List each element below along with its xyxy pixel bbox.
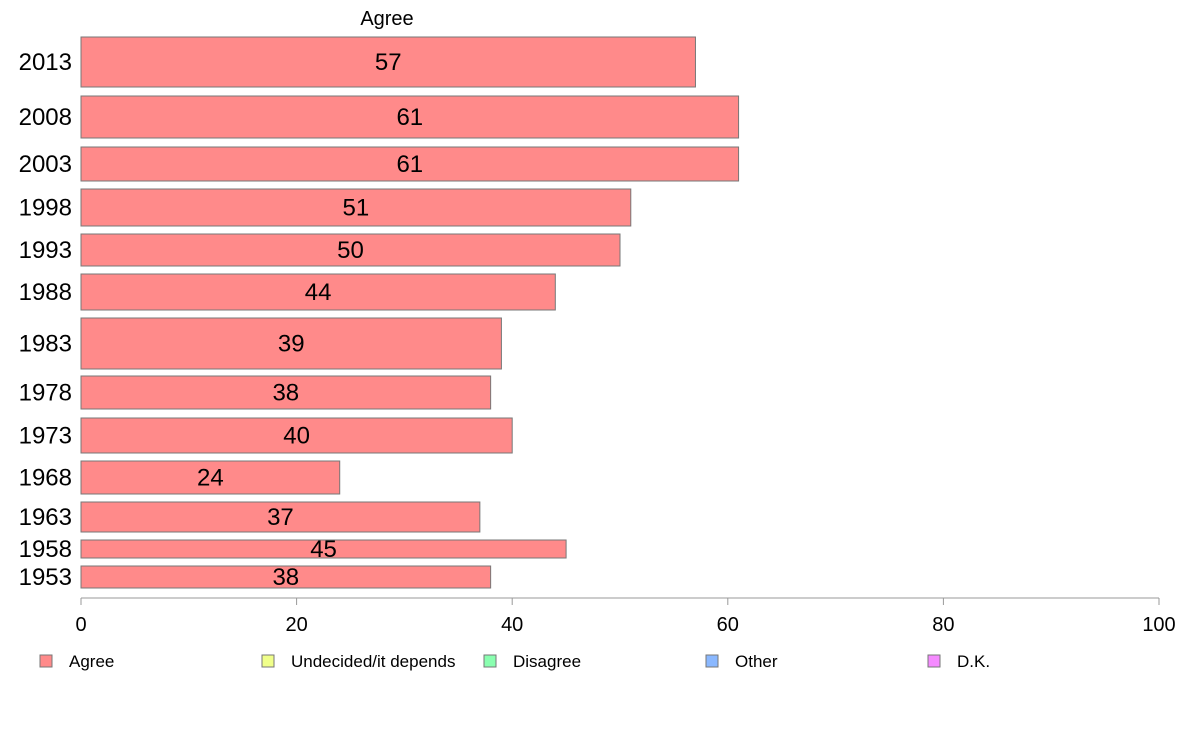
bar-1953	[80, 565, 492, 589]
bar-value-label-1983: 39	[278, 331, 305, 358]
legend-swatch-0	[39, 654, 53, 668]
category-label-2008: 2008	[19, 104, 72, 131]
category-label-1998: 1998	[19, 195, 72, 222]
category-label-2013: 2013	[19, 49, 72, 76]
bar-value-label-2013: 57	[375, 49, 402, 76]
category-label-1968: 1968	[19, 465, 72, 492]
bar-1983	[80, 317, 502, 370]
category-label-1978: 1978	[19, 380, 72, 407]
legend-swatch-2	[483, 654, 497, 668]
bar-value-label-1993: 50	[337, 237, 364, 264]
category-label-1983: 1983	[19, 331, 72, 358]
bar-1993	[80, 233, 621, 267]
bar-1958	[80, 539, 567, 559]
bar-value-label-1968: 24	[197, 465, 224, 492]
x-tick-label-20: 20	[285, 614, 307, 636]
bar-1968	[80, 460, 341, 495]
bar-1973	[80, 417, 513, 454]
bar-2013	[80, 36, 696, 88]
bar-value-label-1998: 51	[343, 195, 370, 222]
bar-value-label-2008: 61	[396, 104, 423, 131]
x-tick-label-0: 0	[75, 614, 86, 636]
bar-value-label-1978: 38	[272, 380, 299, 407]
x-tick-label-60: 60	[717, 614, 739, 636]
bar-1963	[80, 501, 481, 533]
legend-label-3: Other	[735, 652, 778, 671]
legend-swatch-1	[261, 654, 275, 668]
chart-title: Agree	[360, 8, 413, 30]
category-label-1958: 1958	[19, 536, 72, 563]
x-tick-label-100: 100	[1142, 614, 1175, 636]
legend-label-4: D.K.	[957, 652, 990, 671]
legend-swatch-3	[705, 654, 719, 668]
legend-label-2: Disagree	[513, 652, 581, 671]
bar-1988	[80, 273, 556, 311]
category-label-1963: 1963	[19, 504, 72, 531]
bar-2008	[80, 95, 740, 139]
bar-value-label-1958: 45	[310, 536, 337, 563]
bars-group: 57 2013 61 2008 61 2003 51 1998 50 1993 44 1988 39 19…	[19, 36, 740, 591]
category-label-1993: 1993	[19, 237, 72, 264]
bar-value-label-1988: 44	[305, 279, 332, 306]
bar-1978	[80, 375, 492, 410]
bar-value-label-1953: 38	[272, 564, 299, 591]
bar-value-label-1973: 40	[283, 423, 310, 450]
x-axis: 0 20 40 60 80 100	[75, 597, 1176, 636]
category-label-1973: 1973	[19, 423, 72, 450]
category-label-1953: 1953	[19, 564, 72, 591]
bar-value-label-2003: 61	[396, 151, 423, 178]
x-tick-label-40: 40	[501, 614, 523, 636]
legend-label-0: Agree	[69, 652, 114, 671]
bar-value-label-1963: 37	[267, 504, 294, 531]
category-label-1988: 1988	[19, 279, 72, 306]
category-label-2003: 2003	[19, 151, 72, 178]
legend: Agree Undecided/it depends Disagree Other D.…	[39, 652, 990, 671]
legend-swatch-4	[927, 654, 941, 668]
x-tick-label-80: 80	[932, 614, 954, 636]
bar-2003	[80, 146, 740, 182]
bar-1998	[80, 188, 632, 227]
legend-label-1: Undecided/it depends	[291, 652, 455, 671]
